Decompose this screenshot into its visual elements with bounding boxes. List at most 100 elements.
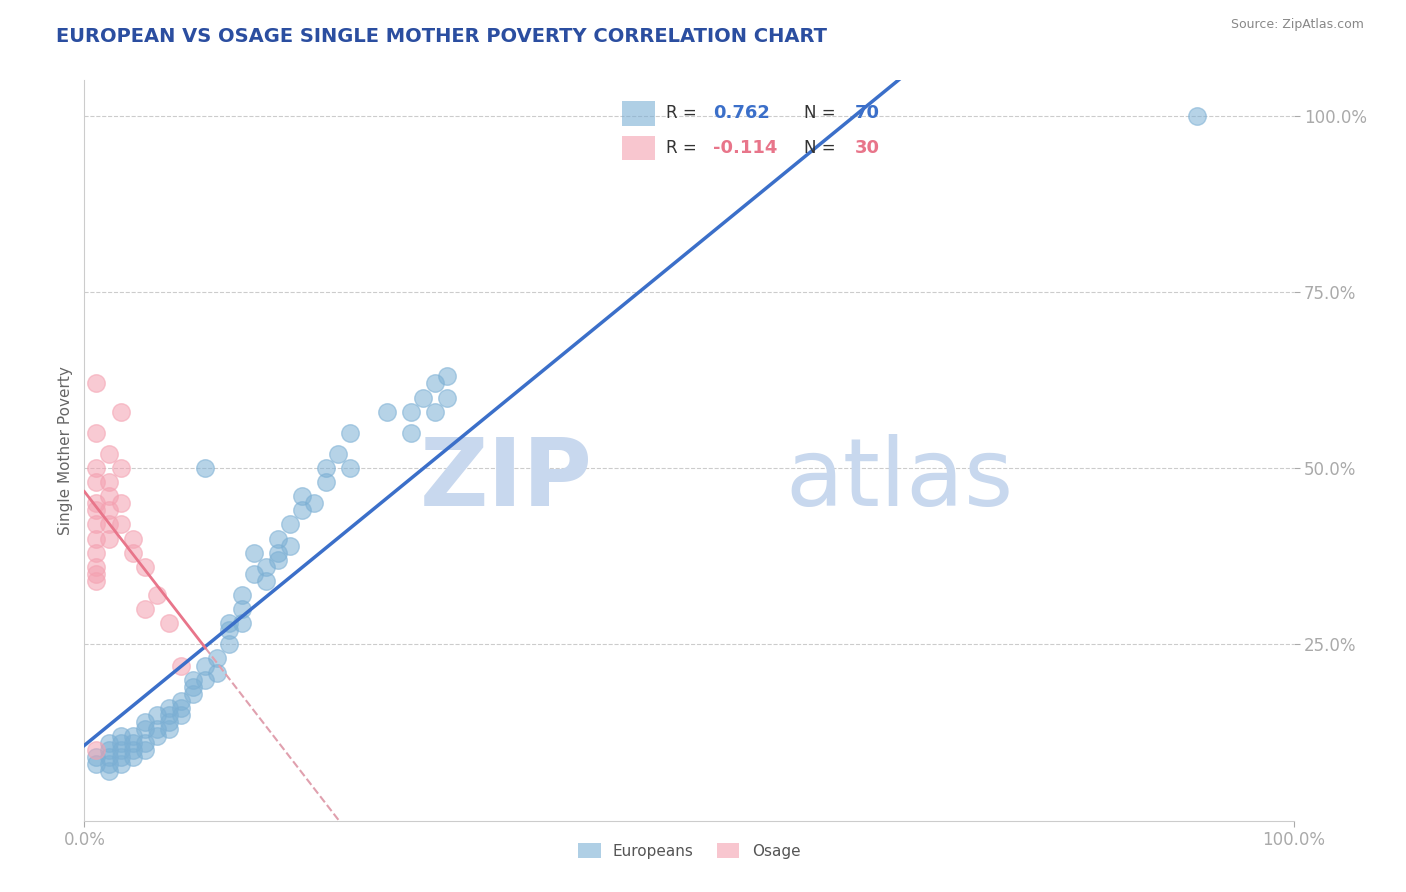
Point bbox=[242, 566, 264, 581]
Point bbox=[231, 616, 253, 631]
Point bbox=[315, 475, 337, 490]
Point bbox=[121, 729, 143, 743]
Point bbox=[134, 736, 156, 750]
Point bbox=[194, 461, 217, 475]
Point bbox=[436, 369, 458, 384]
Point bbox=[423, 405, 446, 419]
Point bbox=[218, 616, 240, 631]
Point bbox=[110, 461, 132, 475]
Point bbox=[146, 729, 169, 743]
Point bbox=[267, 532, 290, 546]
Point bbox=[436, 391, 458, 405]
Y-axis label: Single Mother Poverty: Single Mother Poverty bbox=[58, 366, 73, 535]
Point bbox=[134, 559, 156, 574]
Point bbox=[97, 447, 120, 461]
FancyBboxPatch shape bbox=[621, 136, 655, 161]
Point bbox=[110, 750, 132, 764]
Text: R =: R = bbox=[665, 104, 702, 122]
Point bbox=[315, 461, 337, 475]
Text: EUROPEAN VS OSAGE SINGLE MOTHER POVERTY CORRELATION CHART: EUROPEAN VS OSAGE SINGLE MOTHER POVERTY … bbox=[56, 27, 827, 45]
Point bbox=[110, 405, 132, 419]
Point bbox=[97, 757, 120, 772]
Point bbox=[254, 559, 277, 574]
Point bbox=[242, 546, 264, 560]
Point bbox=[339, 461, 361, 475]
Point bbox=[97, 750, 120, 764]
Point bbox=[399, 405, 422, 419]
Point bbox=[157, 707, 180, 722]
Point bbox=[110, 496, 132, 510]
Point bbox=[86, 475, 108, 490]
Point bbox=[328, 447, 350, 461]
Point bbox=[121, 736, 143, 750]
Point bbox=[134, 602, 156, 616]
Text: Source: ZipAtlas.com: Source: ZipAtlas.com bbox=[1230, 18, 1364, 31]
Point bbox=[97, 475, 120, 490]
Point bbox=[170, 701, 193, 715]
Point bbox=[97, 532, 120, 546]
Point bbox=[86, 757, 108, 772]
Point bbox=[170, 707, 193, 722]
Point bbox=[194, 673, 217, 687]
Point bbox=[1185, 109, 1208, 123]
Text: R =: R = bbox=[665, 139, 702, 157]
Point bbox=[86, 461, 108, 475]
Point bbox=[110, 743, 132, 757]
Point bbox=[97, 489, 120, 503]
Point bbox=[134, 743, 156, 757]
Point bbox=[97, 764, 120, 779]
Point bbox=[170, 658, 193, 673]
Point bbox=[86, 517, 108, 532]
Point bbox=[86, 503, 108, 517]
Text: N =: N = bbox=[804, 139, 841, 157]
Point bbox=[207, 665, 229, 680]
Point bbox=[399, 425, 422, 440]
Text: ZIP: ZIP bbox=[419, 434, 592, 526]
Text: N =: N = bbox=[804, 104, 841, 122]
Point bbox=[218, 624, 240, 638]
Point bbox=[86, 376, 108, 391]
Text: 70: 70 bbox=[855, 104, 880, 122]
Point bbox=[97, 517, 120, 532]
Point bbox=[278, 517, 301, 532]
Point bbox=[86, 546, 108, 560]
Point bbox=[302, 496, 325, 510]
Point bbox=[97, 736, 120, 750]
Point bbox=[375, 405, 398, 419]
Point bbox=[291, 503, 314, 517]
Point bbox=[134, 714, 156, 729]
Point bbox=[86, 496, 108, 510]
Point bbox=[110, 729, 132, 743]
Point bbox=[231, 588, 253, 602]
Point bbox=[86, 566, 108, 581]
Point bbox=[181, 680, 204, 694]
Point bbox=[181, 687, 204, 701]
Point bbox=[121, 532, 143, 546]
Text: 30: 30 bbox=[855, 139, 880, 157]
Point bbox=[267, 546, 290, 560]
Point bbox=[146, 722, 169, 736]
Point bbox=[157, 722, 180, 736]
Text: 0.762: 0.762 bbox=[713, 104, 769, 122]
Text: -0.114: -0.114 bbox=[713, 139, 778, 157]
Point bbox=[254, 574, 277, 588]
Point bbox=[412, 391, 434, 405]
Point bbox=[121, 743, 143, 757]
Point bbox=[86, 574, 108, 588]
Point bbox=[278, 539, 301, 553]
Point bbox=[170, 694, 193, 708]
Point bbox=[86, 425, 108, 440]
Point bbox=[181, 673, 204, 687]
Point bbox=[267, 553, 290, 567]
Text: atlas: atlas bbox=[786, 434, 1014, 526]
Point bbox=[86, 559, 108, 574]
Point bbox=[110, 736, 132, 750]
Point bbox=[86, 743, 108, 757]
Point bbox=[146, 707, 169, 722]
Point bbox=[110, 757, 132, 772]
Point bbox=[291, 489, 314, 503]
Point bbox=[121, 750, 143, 764]
Point bbox=[218, 637, 240, 651]
Point bbox=[134, 722, 156, 736]
Point bbox=[110, 517, 132, 532]
